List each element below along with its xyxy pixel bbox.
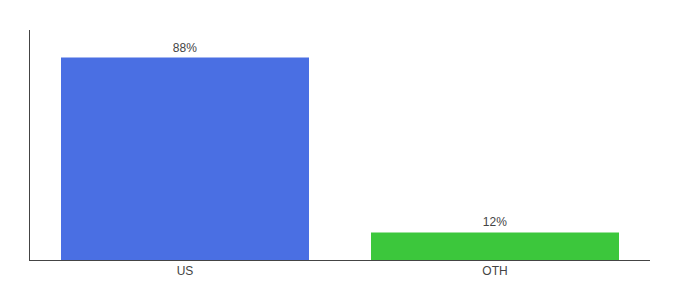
svg-text:OTH: OTH [482,264,507,278]
svg-text:88%: 88% [173,41,197,55]
svg-text:12%: 12% [483,215,507,229]
svg-text:US: US [177,264,194,278]
